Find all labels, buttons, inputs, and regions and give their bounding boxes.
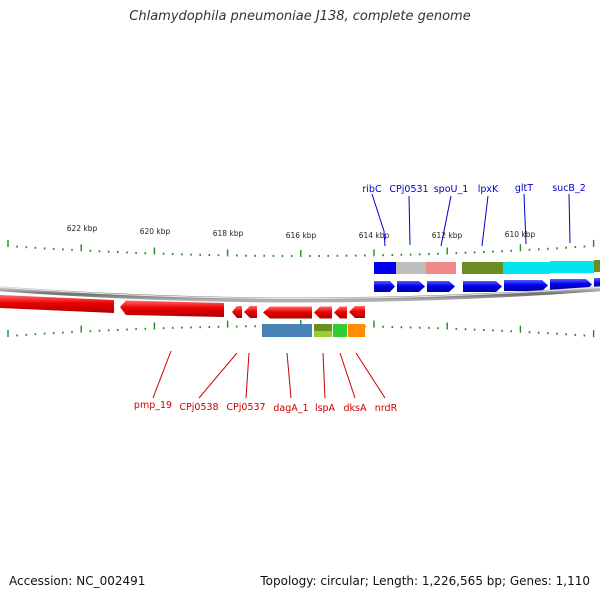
genome-backbone: [0, 286, 600, 303]
cog-segment: [594, 260, 600, 272]
cog-segment: [314, 324, 332, 331]
leader-line-CPj0531: [408, 195, 411, 246]
gene-arrow-ribC: [374, 281, 395, 292]
gene-label-gltT: gltT: [515, 183, 533, 194]
scale-label: 616 kbp: [286, 231, 317, 240]
reverse-leader-lines: [152, 350, 386, 399]
leader-line-CPj0537: [245, 352, 250, 399]
forward-cog-bar: [374, 260, 600, 274]
scale-label: 610 kbp: [505, 230, 536, 239]
gene-arrow-lpxK: [463, 281, 502, 292]
scale-label: 622 kbp: [67, 224, 98, 233]
leader-line-sucB_2: [568, 193, 571, 244]
gene-arrow-dagA_1: [263, 306, 312, 319]
scale-label: 620 kbp: [140, 227, 171, 236]
reverse-cog-bar: [262, 324, 365, 337]
gene-label-ribC: ribC: [362, 184, 382, 195]
gene-label-dagA_1: dagA_1: [273, 403, 308, 414]
leader-line-lpxK: [481, 195, 489, 247]
cog-segment: [333, 324, 347, 337]
accession-label: Accession: NC_002491: [9, 574, 146, 588]
gene-arrow-pmp_19: [0, 295, 114, 313]
gene-label-CPj0537: CPj0537: [226, 402, 265, 413]
cog-segment: [314, 331, 332, 337]
gene-arrow-nrdR: [349, 306, 365, 318]
leader-line-CPj0538: [198, 352, 238, 399]
genome-summary-label: Topology: circular; Length: 1,226,565 bp…: [260, 574, 590, 588]
cog-segment: [396, 262, 426, 274]
gene-label-sucB_2: sucB_2: [552, 183, 586, 194]
reverse-gene-labels: pmp_19 CPj0538 CPj0537 dagA_1 lspA dksA …: [134, 400, 398, 414]
gene-arrow-partial: [594, 278, 600, 289]
leader-line-gltT: [523, 193, 527, 245]
gene-label-lpxK: lpxK: [478, 184, 499, 195]
gene-arrow-gltT: [504, 280, 548, 291]
map-title: Chlamydophila pneumoniae J138, complete …: [129, 9, 471, 24]
scale-label: 618 kbp: [213, 229, 244, 238]
leader-line-pmp_19: [152, 350, 172, 399]
gene-label-CPj0531: CPj0531: [389, 184, 428, 195]
cog-segment: [462, 262, 503, 274]
cog-segment: [374, 262, 396, 274]
leader-line-ribC: [371, 193, 386, 247]
leader-line-nrdR: [355, 352, 386, 399]
scale-ticks-top: [7, 239, 595, 257]
cog-segment: [503, 262, 550, 274]
gene-arrow-dksA: [334, 306, 347, 319]
forward-leader-lines: [371, 193, 571, 247]
gene-arrow-CPj0537-a: [232, 306, 242, 318]
leader-line-spoU_1: [440, 195, 452, 247]
gene-label-CPj0538: CPj0538: [179, 402, 218, 413]
gene-arrow-CPj0537: [244, 306, 257, 318]
gene-arrow-CPj0531: [397, 281, 425, 292]
cog-segment: [550, 261, 594, 273]
gene-label-dksA: dksA: [344, 403, 367, 414]
gene-arrow-CPj0538: [120, 300, 224, 317]
gene-arrow-lspA: [314, 306, 332, 319]
gene-label-spoU_1: spoU_1: [434, 184, 469, 195]
leader-line-lspA: [322, 352, 326, 399]
gene-label-nrdR: nrdR: [375, 403, 398, 414]
genome-backbone-highlight: [0, 286, 600, 299]
gene-arrow-spoU_1: [427, 281, 455, 292]
gene-label-lspA: lspA: [315, 403, 336, 414]
forward-gene-arrows: [374, 278, 600, 292]
reverse-gene-arrows: [0, 295, 365, 319]
forward-gene-labels: ribC CPj0531 spoU_1 lpxK gltT sucB_2: [362, 183, 585, 195]
scale-labels: 622 kbp 620 kbp 618 kbp 616 kbp 614 kbp …: [67, 224, 536, 240]
cog-segment: [426, 262, 456, 274]
cog-segment: [262, 324, 312, 337]
cog-segment: [348, 324, 365, 337]
leader-line-dagA_1: [286, 352, 292, 399]
leader-line-dksA: [339, 352, 356, 399]
scale-label: 614 kbp: [359, 231, 390, 240]
gene-arrow-sucB_2: [550, 279, 592, 290]
scale-label: 612 kbp: [432, 231, 463, 240]
gene-label-pmp_19: pmp_19: [134, 400, 172, 411]
